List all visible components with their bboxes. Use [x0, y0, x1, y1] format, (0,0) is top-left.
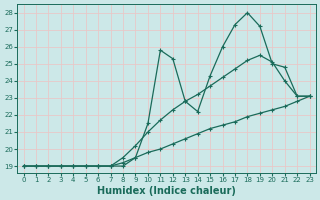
- X-axis label: Humidex (Indice chaleur): Humidex (Indice chaleur): [97, 186, 236, 196]
